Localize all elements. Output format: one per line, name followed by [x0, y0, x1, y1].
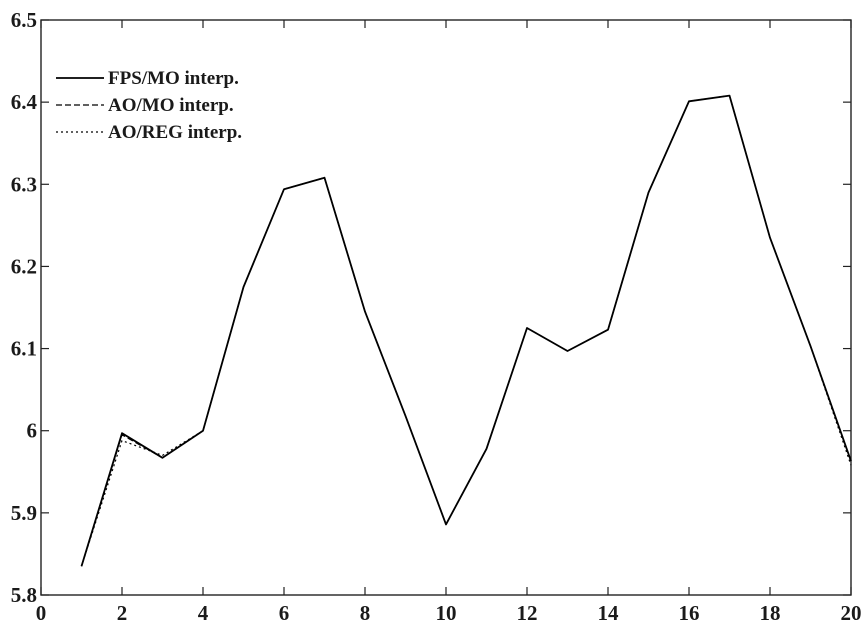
x-tick-label: 2: [117, 601, 128, 625]
data-point: [445, 523, 447, 525]
data-point: [526, 327, 528, 329]
x-tick-label: 14: [598, 601, 620, 625]
y-tick-label: 6.4: [11, 90, 38, 114]
data-point: [283, 188, 285, 190]
x-tick-label: 16: [679, 601, 700, 625]
data-point: [324, 177, 326, 179]
data-point: [405, 415, 407, 417]
x-tick-label: 10: [436, 601, 457, 625]
y-tick-label: 6.1: [11, 337, 37, 361]
y-tick-label: 5.9: [11, 501, 37, 525]
x-tick-label: 4: [198, 601, 209, 625]
data-point: [486, 448, 488, 450]
data-point: [243, 286, 245, 288]
y-tick-label: 6.5: [11, 8, 37, 32]
y-tick-label: 5.8: [11, 583, 37, 607]
x-tick-label: 6: [279, 601, 290, 625]
series-line-dotted: [80, 94, 852, 567]
x-tick-label: 12: [517, 601, 538, 625]
data-point: [810, 345, 812, 347]
data-point: [769, 237, 771, 239]
data-point: [850, 460, 852, 462]
legend-label: AO/REG interp.: [108, 122, 242, 143]
data-point: [648, 192, 650, 194]
data-point: [607, 329, 609, 331]
data-point: [688, 100, 690, 102]
data-point: [121, 440, 123, 442]
data-point: [121, 434, 123, 436]
data-point: [364, 311, 366, 313]
data-point: [850, 464, 852, 466]
y-tick-label: 6.2: [11, 254, 37, 278]
legend-label: AO/MO interp.: [108, 95, 234, 116]
data-point: [567, 350, 569, 352]
y-tick-label: 6.3: [11, 172, 37, 196]
x-tick-label: 0: [36, 601, 47, 625]
data-point: [81, 565, 83, 567]
y-tick-label: 6: [27, 419, 38, 443]
x-tick-label: 18: [760, 601, 781, 625]
data-point: [202, 430, 204, 432]
data-point: [162, 457, 164, 459]
legend-label: FPS/MO interp.: [108, 68, 239, 89]
data-point: [729, 95, 731, 97]
x-tick-label: 20: [841, 601, 862, 625]
data-point: [162, 454, 164, 456]
data-point: [121, 432, 123, 434]
x-tick-label: 8: [360, 601, 371, 625]
